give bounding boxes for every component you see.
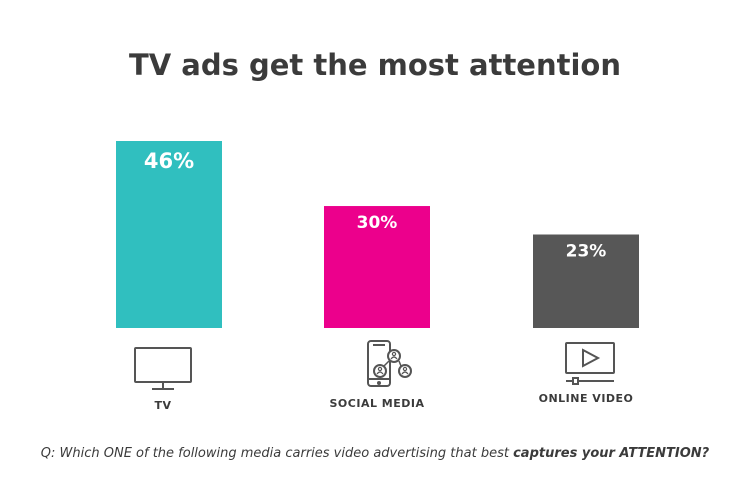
bar-online-video [533,234,639,328]
tv-icon [134,347,192,390]
bar-value-tv: 46% [144,149,194,173]
smartphone-social-icon [367,340,412,387]
labels-group: TV SOCIAL MEDIA ONLINE VIDEO [154,392,634,412]
bar-value-social-media: 30% [357,213,398,233]
survey-question-prefix: Q: Which ONE of the following media carr… [40,446,514,461]
chart-title: TV ads get the most attention [128,48,621,82]
survey-question: Q: Which ONE of the following media carr… [0,446,750,461]
bar-tv [116,141,222,328]
survey-question-emphasis: captures your ATTENTION? [513,446,710,461]
bar-social-media [324,206,430,328]
bar-value-online-video: 23% [566,242,607,262]
category-label-online-video: ONLINE VIDEO [539,392,634,405]
bars-group: 46% 30% 23% [116,141,639,328]
category-label-social-media: SOCIAL MEDIA [330,397,425,410]
video-player-icon [565,342,615,385]
category-label-tv: TV [154,399,171,412]
